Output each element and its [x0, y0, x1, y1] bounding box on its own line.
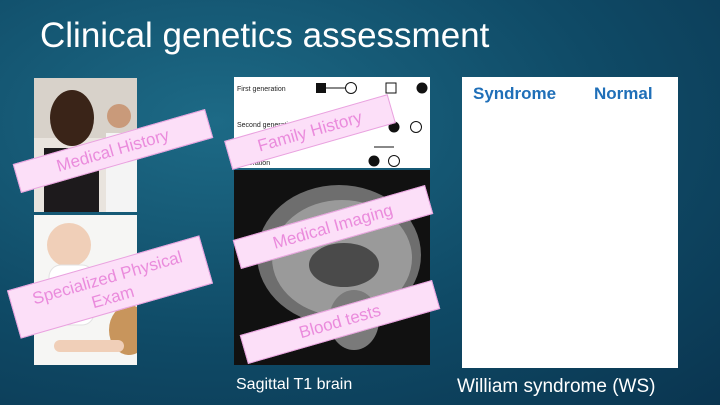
slide-title: Clinical genetics assessment: [40, 16, 490, 55]
comparison-panel: [462, 77, 678, 368]
column-header: Normal: [594, 84, 653, 103]
pedigree-label: First generation: [237, 86, 286, 93]
caption: Sagittal T1 brain: [236, 376, 353, 393]
caption: William syndrome (WS): [457, 376, 656, 397]
column-header: Syndrome: [473, 84, 557, 103]
pedigree-label: Second generation: [237, 122, 296, 129]
